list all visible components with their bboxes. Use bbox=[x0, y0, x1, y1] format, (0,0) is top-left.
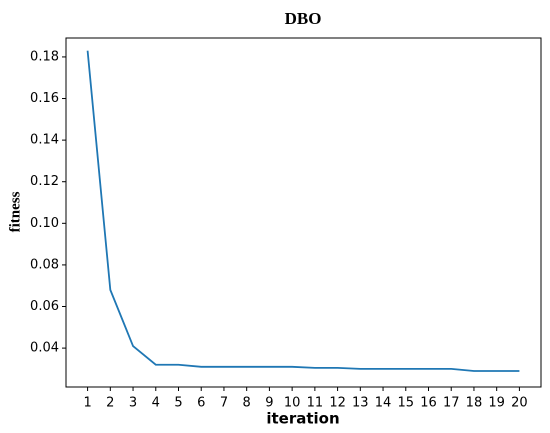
y-tick-label: 0.04 bbox=[30, 341, 59, 356]
y-tick-label: 0.16 bbox=[30, 91, 59, 106]
y-axis-label: fitness bbox=[7, 191, 23, 232]
plot-frame bbox=[65, 37, 542, 388]
y-tick-label: 0.18 bbox=[30, 49, 59, 64]
y-tick-label: 0.06 bbox=[30, 299, 59, 314]
x-tick-label: 9 bbox=[265, 396, 273, 411]
x-tick-label: 20 bbox=[511, 396, 528, 411]
x-tick-label: 10 bbox=[284, 396, 301, 411]
x-axis-label: iteration bbox=[266, 410, 339, 428]
chart-title: DBO bbox=[285, 9, 322, 28]
x-tick-label: 18 bbox=[466, 396, 483, 411]
y-tick-label: 0.12 bbox=[30, 174, 59, 189]
x-tick-label: 13 bbox=[352, 396, 369, 411]
x-tick-label: 11 bbox=[307, 396, 324, 411]
x-tick-label: 5 bbox=[174, 396, 182, 411]
x-tick-label: 1 bbox=[83, 396, 91, 411]
x-tick-label: 6 bbox=[197, 396, 205, 411]
x-tick-label: 17 bbox=[443, 396, 460, 411]
x-tick-label: 8 bbox=[243, 396, 251, 411]
x-tick-label: 3 bbox=[129, 396, 137, 411]
x-tick-label: 16 bbox=[420, 396, 437, 411]
y-tick-label: 0.14 bbox=[30, 133, 59, 148]
x-tick-label: 4 bbox=[152, 396, 160, 411]
x-tick-label: 15 bbox=[397, 396, 414, 411]
x-tick-label: 12 bbox=[329, 396, 346, 411]
x-tick-label: 2 bbox=[106, 396, 114, 411]
y-tick-label: 0.10 bbox=[30, 216, 59, 231]
x-tick-label: 7 bbox=[220, 396, 228, 411]
data-line bbox=[86, 50, 520, 372]
y-tick-label: 0.08 bbox=[30, 257, 59, 272]
x-tick-label: 14 bbox=[375, 396, 392, 411]
x-tick-label: 19 bbox=[488, 396, 505, 411]
